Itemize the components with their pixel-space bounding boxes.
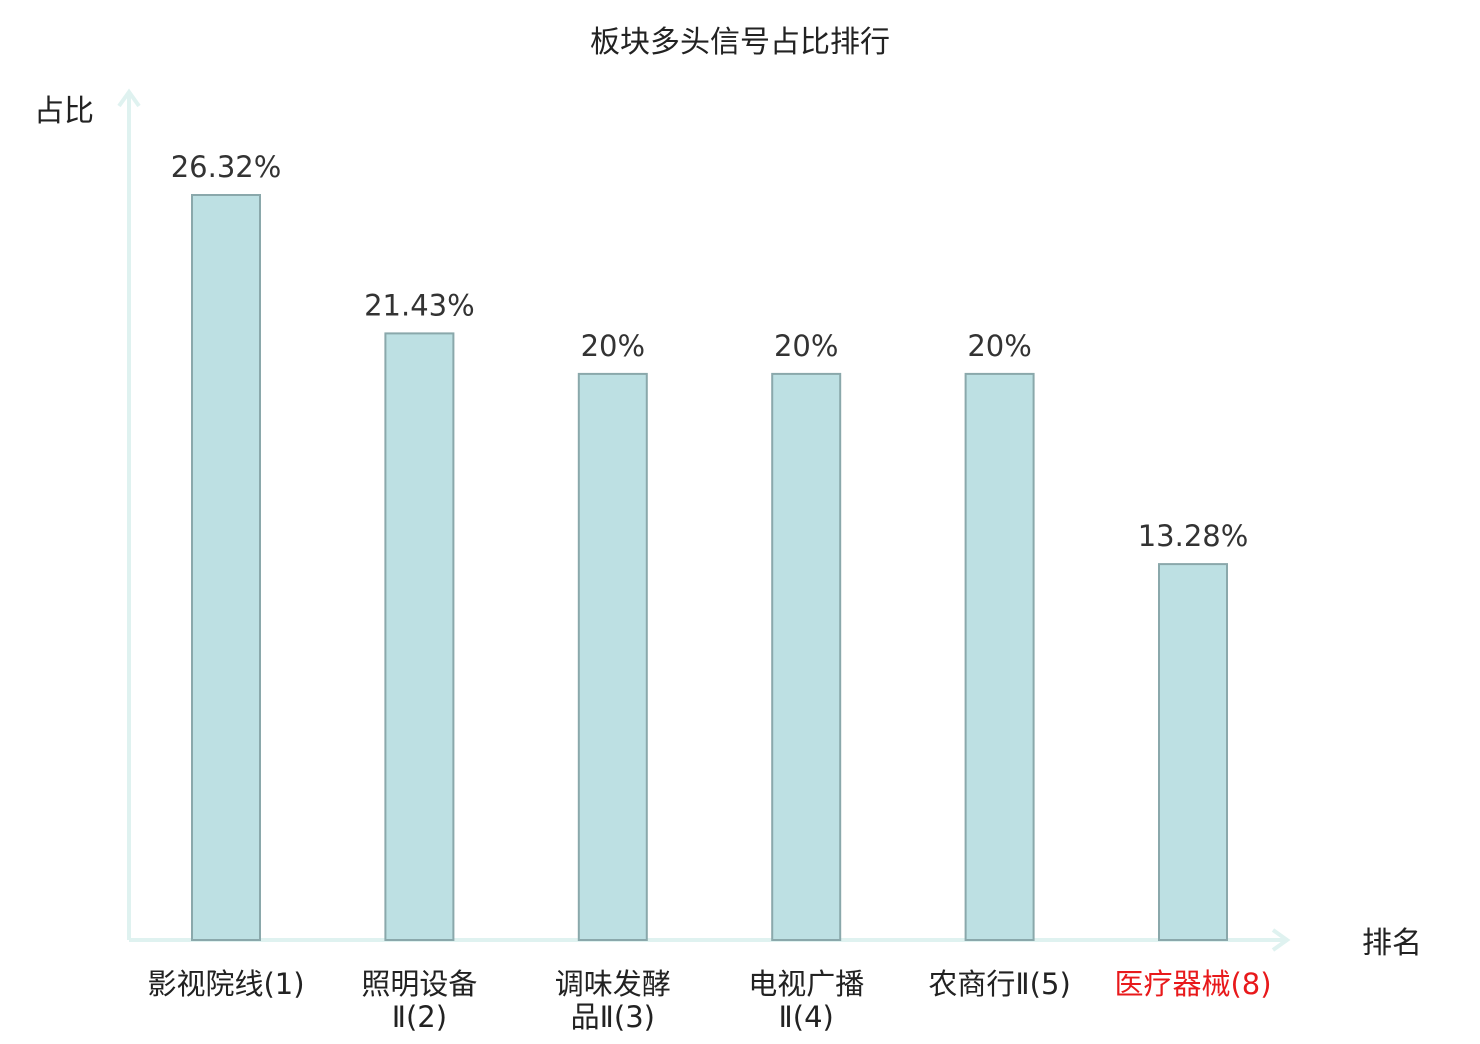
bar-6 bbox=[1158, 563, 1228, 941]
value-label-3: 20% bbox=[581, 329, 645, 363]
category-label-3-line-1: 调味发酵 bbox=[555, 967, 671, 1001]
category-label-5: 农商行Ⅱ(5) bbox=[928, 967, 1070, 1001]
value-label-6: 13.28% bbox=[1138, 519, 1249, 553]
category-label-4-line-2: Ⅱ(4) bbox=[779, 1000, 834, 1034]
axes bbox=[117, 88, 1291, 952]
x-axis-arrowhead bbox=[1271, 928, 1291, 952]
bar-3 bbox=[577, 372, 648, 941]
category-label-2-line-2: Ⅱ(2) bbox=[392, 1000, 447, 1034]
value-label-1: 26.32% bbox=[171, 150, 282, 184]
category-label-6: 医疗器械(8) bbox=[1114, 967, 1271, 1001]
category-label-1: 影视院线(1) bbox=[147, 967, 304, 1001]
bar-5 bbox=[964, 372, 1035, 941]
category-label-3-line-2: 品Ⅱ(3) bbox=[571, 1000, 655, 1034]
category-label-2-line-1: 照明设备 bbox=[361, 967, 477, 1001]
value-label-2: 21.43% bbox=[364, 288, 475, 322]
bar-2 bbox=[384, 332, 455, 941]
chart-title: 板块多头信号占比排行 bbox=[590, 25, 890, 60]
bars-group bbox=[191, 194, 1228, 941]
bar-1 bbox=[191, 194, 261, 941]
y-axis-arrowhead bbox=[117, 88, 141, 108]
value-label-4: 20% bbox=[774, 329, 838, 363]
value-label-5: 20% bbox=[967, 329, 1031, 363]
y-axis-label: 占比 bbox=[34, 94, 94, 129]
bar-4 bbox=[771, 372, 842, 941]
x-axis-label: 排名 bbox=[1362, 926, 1422, 961]
category-label-4-line-1: 电视广播 bbox=[748, 967, 864, 1001]
value-labels-group: 26.32% 21.43% 20% 20% 20% 13.28% bbox=[171, 150, 1249, 553]
